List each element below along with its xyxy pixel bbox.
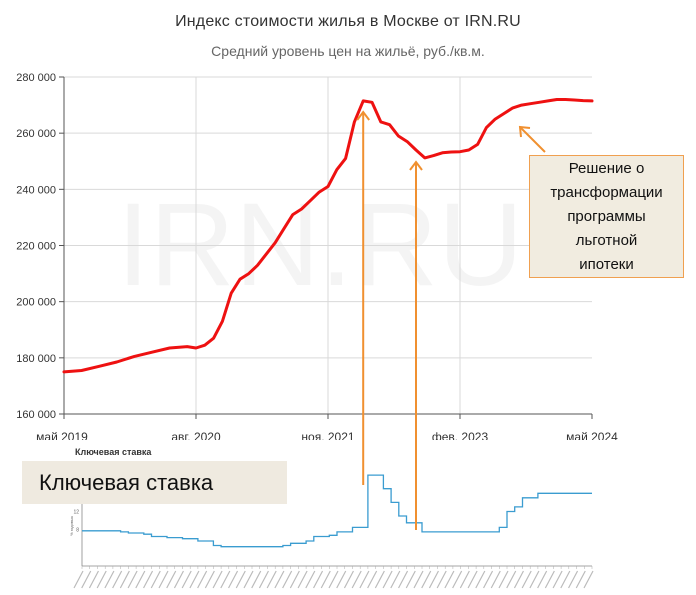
- rate-x-tick-label: [220, 570, 231, 589]
- rate-y-label: % годовых: [69, 516, 74, 536]
- rate-x-tick-label: [112, 570, 123, 589]
- rate-x-tick-label: [529, 570, 540, 589]
- rate-x-tick-label: [521, 570, 532, 589]
- y-tick-label: 200 000: [16, 297, 56, 309]
- x-tick-label: фев. 2023: [432, 430, 489, 440]
- rate-x-tick-label: [444, 570, 455, 589]
- rate-x-tick-label: [189, 570, 200, 589]
- rate-x-tick-label: [282, 570, 293, 589]
- axes: [59, 76, 593, 419]
- key-rate-label: Ключевая ставка: [22, 461, 287, 504]
- rate-x-tick-label: [197, 570, 208, 589]
- rate-x-tick-label: [135, 570, 146, 589]
- rate-x-ticks: [73, 566, 594, 589]
- rate-x-tick-label: [181, 570, 192, 589]
- rate-x-tick-label: [475, 570, 486, 589]
- annotation-callout: Решение о трансформации программы льготн…: [529, 155, 684, 278]
- rate-x-tick-label: [421, 570, 432, 589]
- rate-x-tick-label: [243, 570, 254, 589]
- rate-x-tick-label: [119, 570, 130, 589]
- rate-x-tick-label: [127, 570, 138, 589]
- x-tick-label: май 2024: [566, 430, 618, 440]
- rate-y-tick-label: 8: [76, 528, 79, 534]
- rate-x-tick-label: [297, 570, 308, 589]
- y-tick-labels: 160 000 180 000 200 000 220 000 240 000 260 0…: [16, 72, 56, 421]
- rate-x-tick-label: [436, 570, 447, 589]
- rate-x-tick-label: [382, 570, 393, 589]
- rate-x-tick-label: [575, 570, 586, 589]
- rate-x-tick-label: [228, 570, 239, 589]
- rate-x-tick-label: [313, 570, 324, 589]
- rate-x-tick-label: [343, 570, 354, 589]
- rate-x-tick-label: [390, 570, 401, 589]
- rate-x-tick-label: [150, 570, 161, 589]
- rate-x-tick-label: [459, 570, 470, 589]
- rate-x-tick-label: [483, 570, 494, 589]
- rate-chart-title: Ключевая ставка: [75, 447, 152, 457]
- rate-x-tick-label: [204, 570, 215, 589]
- rate-x-tick-label: [544, 570, 555, 589]
- rate-x-tick-label: [81, 570, 92, 589]
- rate-x-tick-label: [583, 570, 594, 589]
- grid: [64, 76, 592, 415]
- rate-x-tick-label: [405, 570, 416, 589]
- rate-x-tick-label: [560, 570, 571, 589]
- rate-x-tick-label: [513, 570, 524, 589]
- rate-x-tick-label: [88, 570, 99, 589]
- rate-x-tick-label: [274, 570, 285, 589]
- rate-x-tick-label: [498, 570, 509, 589]
- rate-x-tick-label: [537, 570, 548, 589]
- rate-x-tick-label: [351, 570, 362, 589]
- x-tick-label: май 2019: [36, 430, 88, 440]
- rate-x-tick-label: [251, 570, 262, 589]
- rate-x-tick-label: [452, 570, 463, 589]
- key-rate-label-text: Ключевая ставка: [39, 469, 214, 495]
- rate-x-tick-label: [73, 570, 84, 589]
- x-tick-label: авг. 2020: [171, 430, 221, 440]
- rate-x-tick-label: [305, 570, 316, 589]
- rate-x-tick-label: [367, 570, 378, 589]
- chart-title: Индекс стоимости жилья в Москве от IRN.R…: [175, 13, 521, 30]
- rate-x-tick-label: [235, 570, 246, 589]
- rate-x-tick-label: [506, 570, 517, 589]
- rate-x-tick-label: [552, 570, 563, 589]
- rate-x-tick-label: [490, 570, 501, 589]
- y-tick-label: 180 000: [16, 353, 56, 365]
- rate-x-tick-label: [258, 570, 269, 589]
- rate-x-tick-label: [359, 570, 370, 589]
- y-tick-label: 160 000: [16, 409, 56, 421]
- rate-x-tick-label: [166, 570, 177, 589]
- y-tick-label: 280 000: [16, 72, 56, 84]
- rate-x-tick-label: [398, 570, 409, 589]
- x-tick-label: ноя. 2021: [301, 430, 354, 440]
- rate-x-tick-label: [328, 570, 339, 589]
- rate-x-tick-label: [104, 570, 115, 589]
- rate-x-tick-label: [266, 570, 277, 589]
- annotation-text: Решение о трансформации программы льготн…: [550, 159, 663, 273]
- y-tick-label: 240 000: [16, 184, 56, 196]
- rate-x-tick-label: [143, 570, 154, 589]
- rate-x-tick-label: [158, 570, 169, 589]
- rate-x-tick-label: [467, 570, 478, 589]
- rate-x-tick-label: [212, 570, 223, 589]
- y-tick-label: 260 000: [16, 128, 56, 140]
- y-tick-label: 220 000: [16, 241, 56, 253]
- rate-x-tick-label: [320, 570, 331, 589]
- rate-x-tick-label: [173, 570, 184, 589]
- rate-x-tick-label: [289, 570, 300, 589]
- rate-x-tick-label: [96, 570, 107, 589]
- chart-subtitle: Средний уровень цен на жильё, руб./кв.м.: [211, 43, 485, 59]
- rate-x-tick-label: [568, 570, 579, 589]
- x-tick-labels: май 2019 авг. 2020 ноя. 2021 фев. 2023 май 2…: [36, 430, 618, 440]
- rate-y-tick-label: 12: [73, 509, 79, 515]
- rate-x-tick-label: [336, 570, 347, 589]
- rate-x-tick-label: [428, 570, 439, 589]
- rate-x-tick-label: [413, 570, 424, 589]
- rate-x-tick-label: [374, 570, 385, 589]
